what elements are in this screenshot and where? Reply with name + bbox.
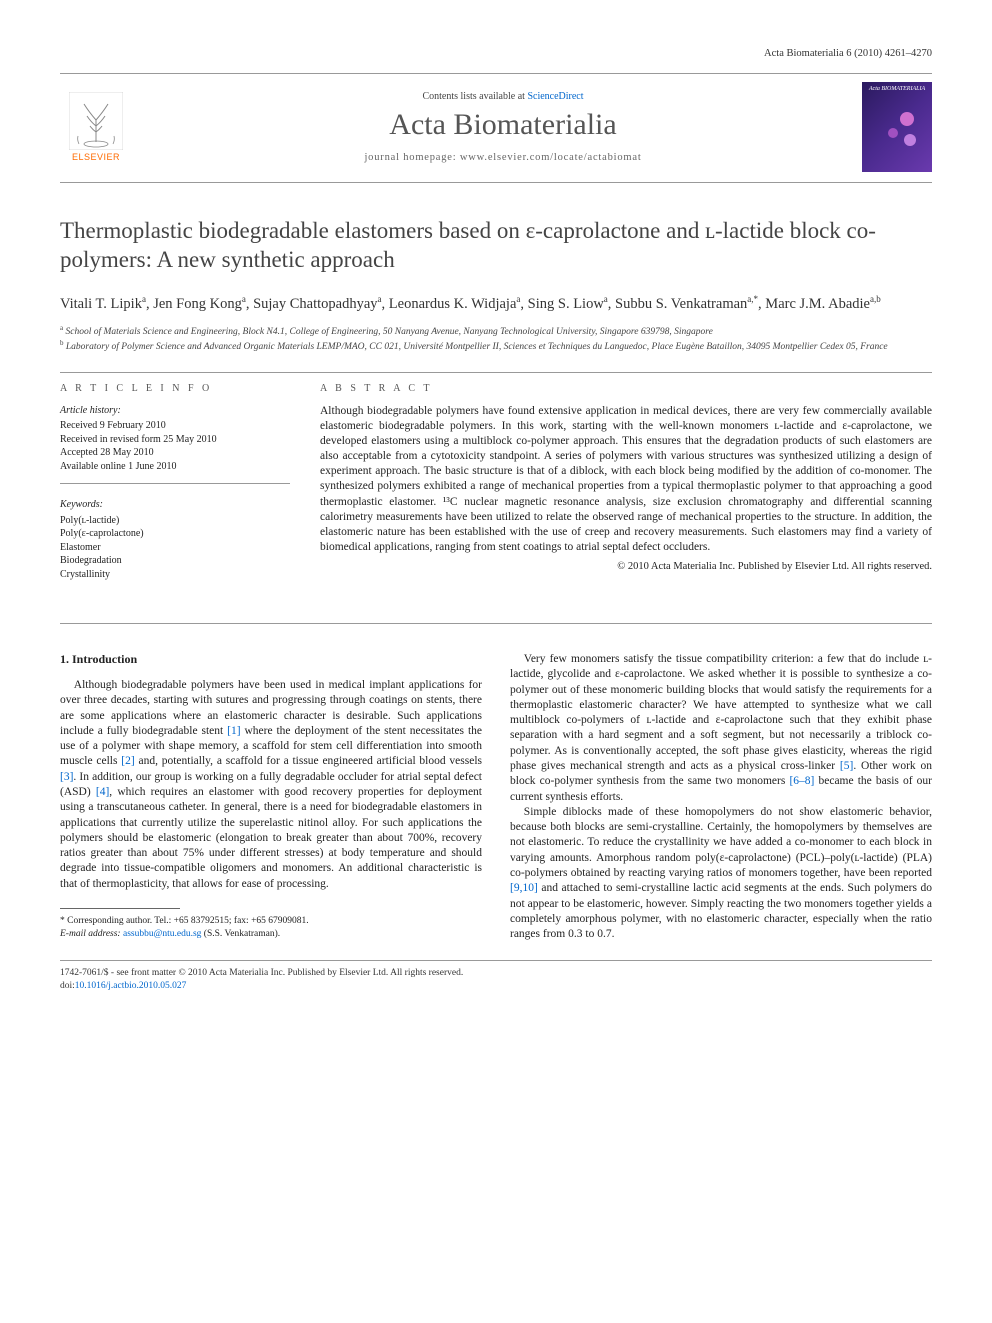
publisher-logo: ELSEVIER <box>60 88 132 166</box>
doi-link[interactable]: 10.1016/j.actbio.2010.05.027 <box>75 981 187 991</box>
history-block: Article history: Received 9 February 201… <box>60 404 290 485</box>
article-title: Thermoplastic biodegradable elastomers b… <box>60 217 932 275</box>
email-line: E-mail address: assubbu@ntu.edu.sg (S.S.… <box>60 928 482 941</box>
cover-art-icon <box>882 112 922 152</box>
article-info-col: A R T I C L E I N F O Article history: R… <box>60 383 290 606</box>
page: Acta Biomaterialia 6 (2010) 4261–4270 EL… <box>0 0 992 1023</box>
body-para: Although biodegradable polymers have bee… <box>60 678 482 892</box>
issn-line: 1742-7061/$ - see front matter © 2010 Ac… <box>60 967 932 980</box>
rule <box>60 623 932 624</box>
elsevier-tree-icon <box>69 92 123 150</box>
title-block: Thermoplastic biodegradable elastomers b… <box>60 217 932 354</box>
homepage-line: journal homepage: www.elsevier.com/locat… <box>144 152 862 163</box>
homepage-prefix: journal homepage: <box>364 152 459 163</box>
abstract-col: A B S T R A C T Although biodegradable p… <box>320 383 932 606</box>
keywords-lines: Poly(ʟ-lactide)Poly(ε-caprolactone)Elast… <box>60 514 290 582</box>
footnotes: * Corresponding author. Tel.: +65 837925… <box>60 915 482 941</box>
abstract-copyright: © 2010 Acta Materialia Inc. Published by… <box>320 561 932 572</box>
body-para: Simple diblocks made of these homopolyme… <box>510 805 932 943</box>
history-head: Article history: <box>60 404 290 418</box>
homepage-url: www.elsevier.com/locate/actabiomat <box>460 152 642 163</box>
corresponding-email-link[interactable]: assubbu@ntu.edu.sg <box>123 929 201 939</box>
body-col-left: 1. Introduction Although biodegradable p… <box>60 652 482 942</box>
footnote-separator <box>60 908 180 909</box>
doi-label: doi: <box>60 981 75 991</box>
email-label: E-mail address: <box>60 929 121 939</box>
article-info-heading: A R T I C L E I N F O <box>60 383 290 394</box>
history-lines: Received 9 February 2010Received in revi… <box>60 419 290 473</box>
sciencedirect-link[interactable]: ScienceDirect <box>527 91 583 102</box>
affiliations: a School of Materials Science and Engine… <box>60 324 932 354</box>
info-abstract-row: A R T I C L E I N F O Article history: R… <box>60 383 932 606</box>
journal-cover-thumb: Acta BIOMATERIALIA <box>862 82 932 172</box>
keywords-head: Keywords: <box>60 498 290 512</box>
body-col-right: Very few monomers satisfy the tissue com… <box>510 652 932 942</box>
publisher-name: ELSEVIER <box>72 152 120 162</box>
corresponding-author: * Corresponding author. Tel.: +65 837925… <box>60 915 482 928</box>
cover-label: Acta BIOMATERIALIA <box>862 86 932 92</box>
email-who: (S.S. Venkatraman). <box>204 929 280 939</box>
contents-line: Contents lists available at ScienceDirec… <box>144 91 862 102</box>
doi-line: doi:10.1016/j.actbio.2010.05.027 <box>60 980 932 993</box>
rule <box>60 372 932 373</box>
authors: Vitali T. Lipika, Jen Fong Konga, Sujay … <box>60 293 932 314</box>
body-columns: 1. Introduction Although biodegradable p… <box>60 652 932 942</box>
contents-prefix: Contents lists available at <box>422 91 527 102</box>
body-para: Very few monomers satisfy the tissue com… <box>510 652 932 805</box>
bottom-rule <box>60 960 932 961</box>
running-head: Acta Biomaterialia 6 (2010) 4261–4270 <box>60 48 932 59</box>
masthead-center: Contents lists available at ScienceDirec… <box>144 91 862 163</box>
section-1-head: 1. Introduction <box>60 652 482 668</box>
journal-name: Acta Biomaterialia <box>144 108 862 142</box>
bottom-meta: 1742-7061/$ - see front matter © 2010 Ac… <box>60 967 932 993</box>
abstract-text: Although biodegradable polymers have fou… <box>320 404 932 556</box>
abstract-heading: A B S T R A C T <box>320 383 932 394</box>
keywords-block: Keywords: Poly(ʟ-lactide)Poly(ε-caprolac… <box>60 498 290 591</box>
masthead: ELSEVIER Contents lists available at Sci… <box>60 73 932 183</box>
